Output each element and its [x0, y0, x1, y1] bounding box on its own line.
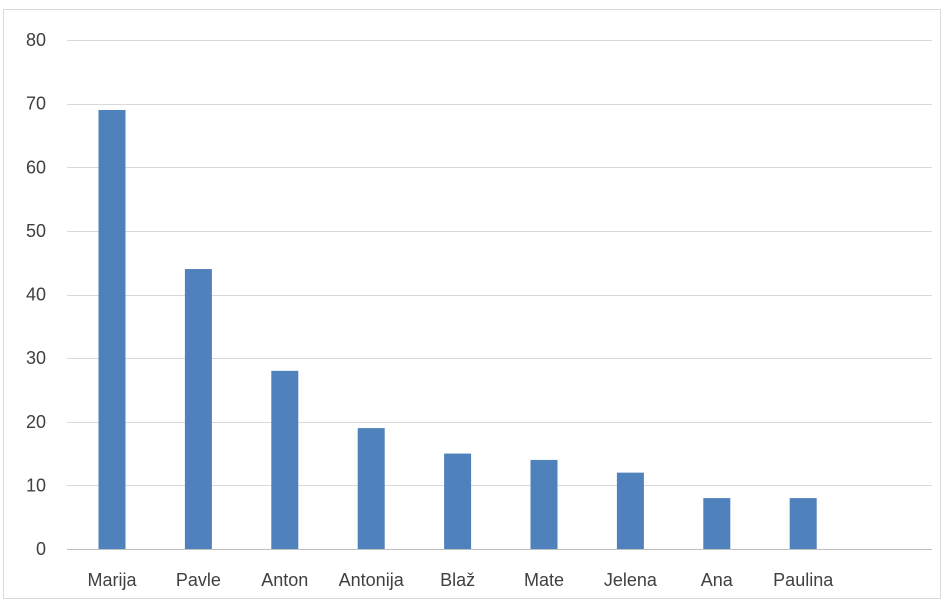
bar-anton — [271, 370, 299, 549]
bar-mate — [530, 459, 558, 549]
y-tick-label: 70 — [26, 94, 46, 114]
x-tick-label: Ana — [701, 570, 734, 590]
x-tick-label: Pavle — [176, 570, 221, 590]
y-tick-label: 40 — [26, 285, 46, 305]
y-tick-label: 60 — [26, 157, 46, 177]
y-tick-label: 10 — [26, 475, 46, 495]
x-tick-label: Anton — [261, 570, 308, 590]
x-tick-label: Paulina — [773, 570, 834, 590]
bar-ana — [703, 498, 731, 549]
x-tick-label: Antonija — [339, 570, 405, 590]
y-tick-label: 50 — [26, 221, 46, 241]
bar-blaž — [444, 453, 472, 549]
y-tick-label: 0 — [36, 539, 46, 559]
x-tick-label: Mate — [524, 570, 564, 590]
x-tick-label: Blaž — [440, 570, 475, 590]
x-tick-label: Jelena — [604, 570, 658, 590]
y-tick-label: 30 — [26, 348, 46, 368]
y-tick-label: 20 — [26, 412, 46, 432]
bar-antonija — [357, 428, 385, 549]
bar-marija — [98, 109, 126, 550]
y-axis-tick-labels: 0 10 20 30 40 50 60 70 80 — [26, 30, 46, 559]
x-tick-label: Marija — [87, 570, 137, 590]
x-axis-tick-labels: Marija Pavle Anton Antonija Blaž Mate Jelena An… — [87, 570, 834, 590]
y-tick-label: 80 — [26, 30, 46, 50]
bar-pavle — [184, 269, 212, 549]
bar-paulina — [789, 498, 817, 549]
chart-area — [3, 9, 941, 599]
bars — [98, 109, 817, 550]
bar-jelena — [616, 472, 644, 549]
